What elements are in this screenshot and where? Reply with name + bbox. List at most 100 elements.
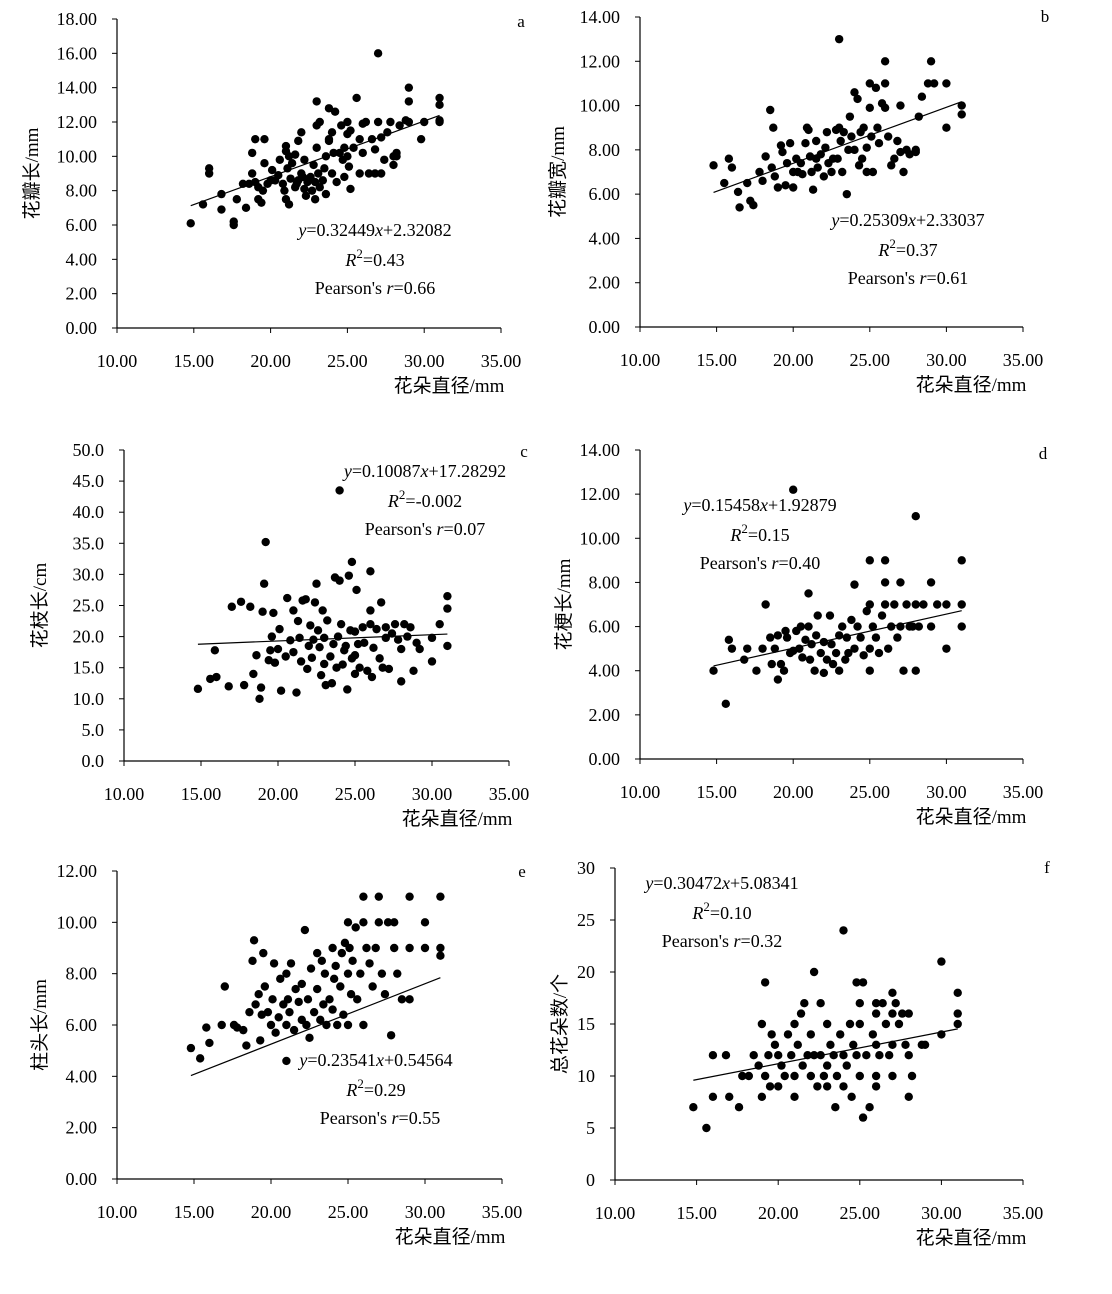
x-tick-label: 25.00	[850, 782, 891, 802]
regression-equation: y=0.23541x+0.54564	[297, 1050, 452, 1070]
data-point	[380, 155, 389, 164]
data-point	[836, 136, 845, 146]
data-point	[816, 999, 825, 1008]
data-point	[330, 107, 340, 116]
data-point	[919, 600, 928, 609]
data-point	[397, 677, 406, 686]
data-point	[904, 1051, 913, 1060]
data-point	[855, 1019, 864, 1029]
panel-f: 0 5 10 15 20 25 30 10.00 15.00 20.00 25.00 30.00 35.…	[549, 858, 1050, 1249]
data-point	[275, 624, 284, 634]
x-tick-label: 30.00	[926, 350, 967, 370]
data-point	[380, 990, 390, 999]
data-point	[310, 195, 320, 204]
data-point	[852, 978, 861, 987]
data-point	[865, 1103, 874, 1112]
data-point	[816, 648, 825, 658]
data-point	[282, 969, 291, 978]
data-point	[367, 672, 377, 682]
data-point	[744, 1071, 754, 1081]
data-point	[242, 1041, 251, 1050]
y-tick-label: 8.00	[66, 181, 98, 201]
data-point	[245, 1007, 254, 1017]
data-point	[287, 159, 297, 168]
y-tick-label: 4.00	[589, 228, 621, 248]
y-axis-label: 花瓣宽/mm	[547, 126, 569, 218]
data-point	[281, 141, 291, 151]
pearson-label: Pearson's r=0.07	[365, 519, 485, 539]
data-point	[904, 1092, 913, 1102]
data-point	[260, 134, 269, 144]
data-point	[340, 172, 349, 182]
data-point	[871, 1082, 881, 1091]
data-point	[901, 1040, 910, 1050]
data-point	[268, 995, 277, 1004]
data-point	[348, 956, 357, 966]
data-point	[355, 169, 364, 178]
data-point	[405, 995, 414, 1004]
data-point	[893, 633, 902, 642]
x-tick-label: 25.00	[327, 351, 368, 371]
panel-c: 0.0 5.0 10.0 15.0 20.0 25.0 30.0 35.0 40.0 45.0 50…	[29, 440, 529, 830]
data-point	[420, 943, 430, 953]
data-point	[709, 161, 718, 170]
data-point	[720, 178, 729, 188]
data-point	[725, 1092, 734, 1102]
data-point	[327, 169, 337, 178]
r-squared-label: R2=0.15	[729, 521, 789, 545]
y-tick-label: 35.0	[73, 533, 105, 553]
data-point	[404, 83, 414, 92]
x-tick-label: 20.00	[758, 1203, 799, 1223]
data-point	[352, 93, 361, 103]
data-point	[758, 644, 767, 653]
data-point	[752, 666, 761, 675]
data-point	[241, 203, 251, 213]
data-point	[351, 923, 360, 932]
data-point	[764, 1051, 773, 1060]
data-point	[294, 997, 303, 1007]
data-point	[881, 1019, 891, 1029]
data-point	[724, 154, 734, 163]
data-point	[957, 556, 966, 565]
data-point	[316, 670, 326, 680]
data-point	[381, 633, 390, 643]
panel-letter: c	[520, 442, 528, 461]
data-point	[336, 982, 345, 991]
x-tick-label: 10.00	[620, 782, 661, 802]
panel-a: 0.00 2.00 4.00 6.00 8.00 10.00 12.00 14.00 16.00…	[21, 9, 525, 397]
x-tick-label: 10.00	[595, 1203, 636, 1223]
r-squared-label: R2=0.43	[344, 246, 404, 270]
data-point	[346, 990, 356, 999]
data-point	[914, 622, 924, 631]
data-point	[899, 167, 908, 177]
data-point	[871, 999, 881, 1008]
y-tick-label: 12.00	[57, 112, 98, 132]
data-point	[312, 97, 321, 106]
y-tick-label: 12.00	[580, 51, 621, 71]
data-point	[926, 578, 936, 587]
data-point	[774, 1082, 783, 1091]
y-tick-label: 4.00	[66, 1066, 98, 1086]
x-tick-label: 35.00	[482, 1202, 523, 1222]
x-tick-label: 15.00	[174, 351, 215, 371]
data-point	[847, 132, 856, 141]
data-point	[785, 139, 795, 148]
data-point	[793, 1040, 802, 1050]
data-point	[290, 150, 300, 159]
data-point	[443, 591, 452, 601]
data-point	[827, 640, 836, 649]
data-point	[285, 1007, 294, 1017]
data-point	[210, 646, 220, 655]
data-point	[779, 666, 789, 675]
data-point	[880, 578, 890, 587]
data-point	[827, 167, 836, 177]
data-point	[364, 169, 374, 178]
x-axis-label: 花朵直径/mm	[916, 1227, 1027, 1249]
data-point	[761, 152, 770, 161]
data-point	[386, 1031, 396, 1040]
data-point	[888, 988, 897, 997]
data-point	[406, 623, 415, 632]
data-point	[782, 633, 792, 642]
data-point	[767, 1030, 776, 1039]
data-point	[800, 999, 809, 1008]
